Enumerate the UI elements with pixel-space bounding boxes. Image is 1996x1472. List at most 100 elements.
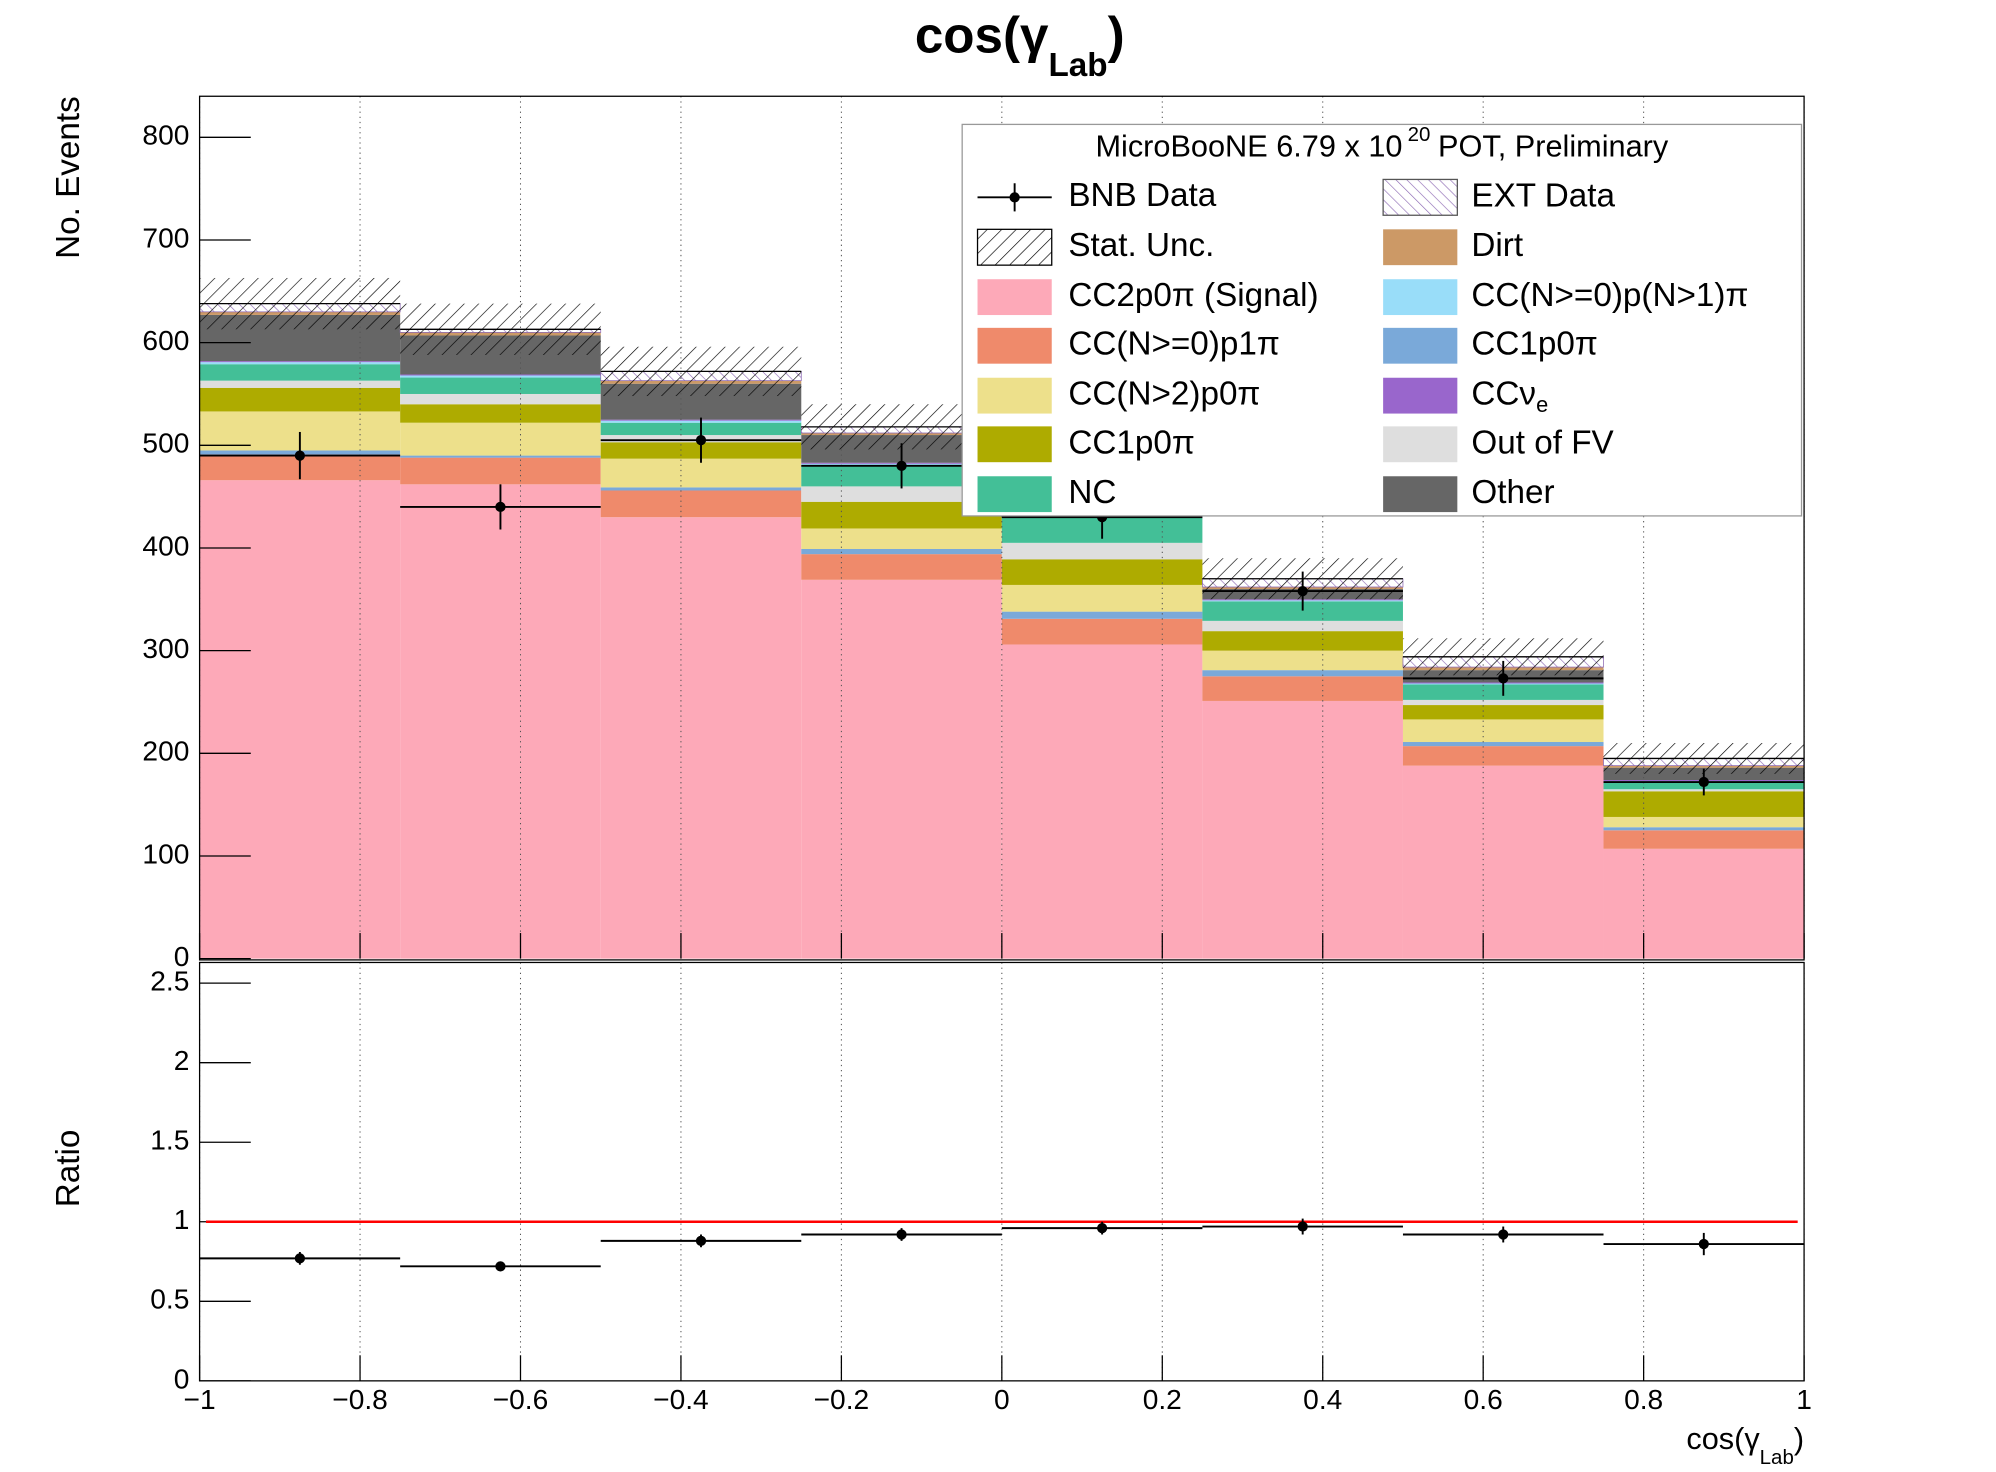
- bar-segment: [400, 484, 601, 959]
- ratio-point: [294, 1253, 305, 1264]
- legend-label: Out of FV: [1471, 424, 1614, 461]
- legend-swatch: [977, 327, 1052, 364]
- data-point: [695, 435, 707, 446]
- legend-text: CCν: [1471, 375, 1536, 412]
- legend-header: MicroBooNE 6.79 x 10 20 POT, Preliminary: [1095, 123, 1668, 163]
- bar-segment: [1402, 719, 1604, 743]
- bar-segment: [1402, 742, 1604, 747]
- bar-segment: [199, 361, 401, 363]
- bar-segment: [1202, 631, 1403, 651]
- y-tick-label: 600: [142, 325, 189, 356]
- legend-text: CC2p0π (Signal): [1068, 277, 1318, 314]
- bar-segment: [801, 554, 1002, 580]
- x-tick-label: 0.8: [1624, 1384, 1663, 1415]
- y-tick-label: 300: [142, 633, 189, 664]
- legend-label: CC(N>=0)p(N>1)π: [1471, 277, 1748, 314]
- y-axis-label: No. Events: [50, 96, 87, 259]
- bar-segment: [1202, 676, 1403, 701]
- bar-segment: [801, 579, 1002, 959]
- bar-segment: [1001, 644, 1203, 959]
- bar-segment: [1603, 791, 1805, 817]
- x-tick-label: −0.6: [493, 1384, 549, 1415]
- y-tick-label: 800: [142, 120, 189, 151]
- ratio-point: [495, 1261, 506, 1272]
- header-sup: 20: [1408, 123, 1431, 146]
- legend-text: Other: [1471, 474, 1554, 511]
- legend-label: CC1p0π: [1068, 424, 1194, 461]
- ratio-y-tick-label: 0.5: [150, 1284, 189, 1315]
- bar-segment: [400, 422, 601, 456]
- y-tick-label: 700: [142, 222, 189, 253]
- bar-segment: [199, 364, 401, 381]
- ratio-point: [1698, 1238, 1709, 1250]
- legend-swatch: [1383, 327, 1458, 364]
- legend-sub: e: [1536, 392, 1548, 417]
- legend-text: NC: [1068, 474, 1116, 511]
- y-tick-label: 500: [142, 428, 189, 459]
- bar-segment: [199, 380, 401, 388]
- bar-segment: [1202, 670, 1403, 677]
- ratio-y-tick-label: 2.5: [150, 966, 189, 997]
- ratio-point: [1297, 1221, 1308, 1232]
- upper-frame: [198, 95, 1805, 961]
- legend-swatch: [976, 228, 1053, 266]
- bar-segment: [1001, 559, 1203, 585]
- x-tick-label: 0.6: [1464, 1384, 1503, 1415]
- legend-text: CC1p0π: [1471, 326, 1597, 363]
- bar-segment: [801, 486, 1002, 502]
- legend-label: CCνe: [1471, 375, 1548, 416]
- x-tick-label: −0.4: [653, 1384, 709, 1415]
- data-point: [1498, 673, 1509, 684]
- bar-segment: [1001, 584, 1203, 612]
- bar-segment: [199, 480, 401, 959]
- x-label-text: ): [1794, 1421, 1804, 1456]
- ratio-point: [1097, 1223, 1108, 1234]
- legend-label: CC(N>2)p0π: [1068, 375, 1260, 412]
- bar-segment: [1603, 827, 1805, 831]
- legend-label: CC2p0π (Signal): [1068, 277, 1318, 314]
- legend-swatch: [977, 476, 1052, 513]
- x-tick-label: 1: [1796, 1384, 1812, 1415]
- legend-text: EXT Data: [1471, 177, 1615, 214]
- data-point: [896, 460, 907, 471]
- bar-segment: [1603, 816, 1805, 828]
- bar-segment: [600, 458, 802, 488]
- ratio-y-tick-label: 1: [174, 1204, 190, 1235]
- legend-marker: [1009, 192, 1020, 203]
- legend-swatch: [977, 279, 1052, 316]
- x-tick-label: 0: [994, 1384, 1010, 1415]
- legend-text: CC(N>2)p0π: [1068, 375, 1260, 412]
- legend-text: CC(N>=0)p(N>1)π: [1471, 277, 1748, 314]
- bar-segment: [1603, 830, 1805, 849]
- y-tick-label: 400: [142, 530, 189, 561]
- bar-segment: [1402, 765, 1604, 959]
- bar-segment: [1402, 699, 1604, 706]
- legend-text: Out of FV: [1471, 424, 1614, 461]
- x-tick-label: −0.8: [332, 1384, 388, 1415]
- legend-label: BNB Data: [1068, 177, 1216, 214]
- bar-segment: [400, 393, 601, 405]
- legend-swatch: [1382, 178, 1458, 216]
- legend-swatch: [1383, 377, 1458, 414]
- bar-segment: [801, 549, 1002, 555]
- title-text: ): [1108, 6, 1125, 63]
- bar-segment: [1603, 848, 1805, 959]
- legend-label: Stat. Unc.: [1068, 227, 1214, 264]
- bar-segment: [199, 362, 401, 365]
- bar-segment: [1202, 601, 1403, 621]
- title-text: cos(γ: [915, 6, 1049, 63]
- bar-segment: [1001, 542, 1203, 560]
- bar-segment: [1402, 746, 1604, 766]
- data-point: [1297, 585, 1308, 597]
- legend-label: EXT Data: [1471, 177, 1615, 214]
- x-tick-label: −0.2: [814, 1384, 870, 1415]
- bar-segment: [1202, 700, 1403, 959]
- x-axis-label: cos(γLab): [1686, 1421, 1804, 1469]
- legend-label: CC(N>=0)p1π: [1068, 326, 1279, 363]
- legend-label: Other: [1471, 474, 1554, 511]
- bar-segment: [600, 487, 802, 491]
- legend-text: Dirt: [1471, 227, 1523, 264]
- ratio-point: [896, 1229, 907, 1240]
- bar-segment: [1001, 618, 1203, 645]
- bar-segment: [1402, 705, 1604, 720]
